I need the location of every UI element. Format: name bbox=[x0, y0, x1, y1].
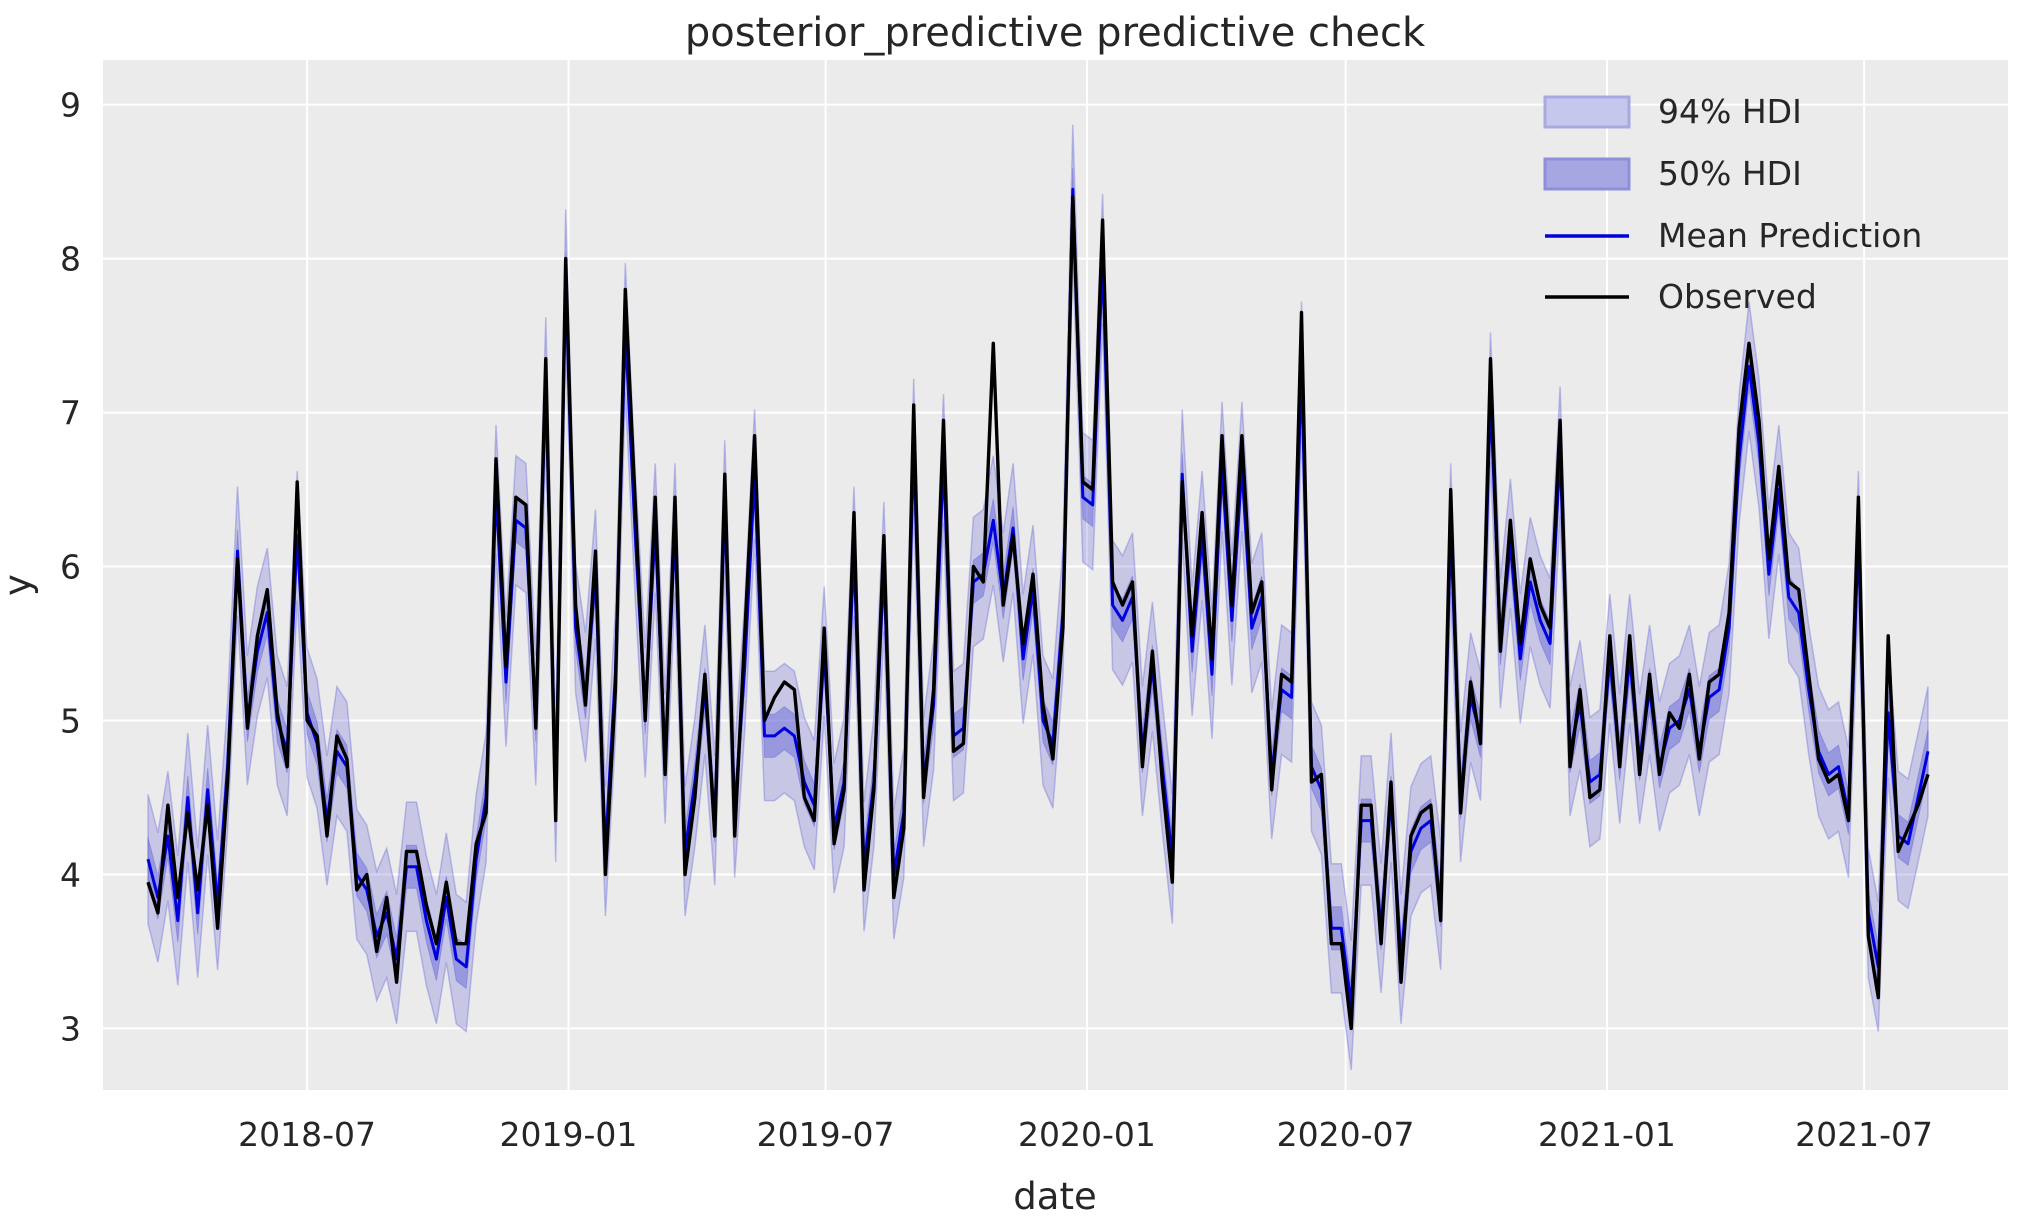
tick-label-layer: 9 8 7 6 5 4 3 2018-07 2019-01 2019-07 2020-01 2020-… bbox=[60, 86, 1933, 1154]
grid-layer bbox=[103, 60, 2008, 1090]
y-tick-label: 7 bbox=[60, 394, 81, 433]
legend: 94% HDI 50% HDI Mean Prediction Observed bbox=[1543, 92, 1922, 316]
y-tick-label: 4 bbox=[60, 856, 81, 895]
legend-swatch-94-hdi bbox=[1543, 95, 1631, 129]
y-tick-label: 6 bbox=[60, 548, 81, 587]
y-tick-label: 5 bbox=[60, 702, 81, 741]
y-tick-label: 8 bbox=[60, 240, 81, 279]
legend-label-94-hdi: 94% HDI bbox=[1658, 92, 1802, 131]
legend-label-mean-prediction: Mean Prediction bbox=[1658, 216, 1922, 255]
x-tick-label: 2020-01 bbox=[1018, 1115, 1156, 1154]
legend-label-50-hdi: 50% HDI bbox=[1658, 154, 1802, 193]
legend-label-observed: Observed bbox=[1658, 277, 1817, 316]
series-line-layer bbox=[146, 187, 1930, 1031]
legend-swatch-50-hdi bbox=[1543, 157, 1631, 191]
x-tick-label: 2018-07 bbox=[238, 1115, 376, 1154]
x-tick-label: 2019-07 bbox=[757, 1115, 895, 1154]
y-tick-label: 3 bbox=[60, 1009, 81, 1048]
x-tick-label: 2019-01 bbox=[500, 1115, 638, 1154]
x-tick-label: 2021-07 bbox=[1795, 1115, 1933, 1154]
observed-line bbox=[146, 195, 1930, 1031]
y-tick-label: 9 bbox=[60, 86, 81, 125]
axes-background bbox=[103, 60, 2008, 1090]
x-tick-label: 2021-01 bbox=[1538, 1115, 1676, 1154]
chart-title: posterior_predictive predictive check bbox=[685, 10, 1426, 56]
y-axis-label: y bbox=[0, 574, 39, 596]
axes-background-layer bbox=[103, 60, 2008, 1090]
x-tick-label: 2020-07 bbox=[1277, 1115, 1415, 1154]
x-axis-label: date bbox=[1013, 1175, 1096, 1218]
